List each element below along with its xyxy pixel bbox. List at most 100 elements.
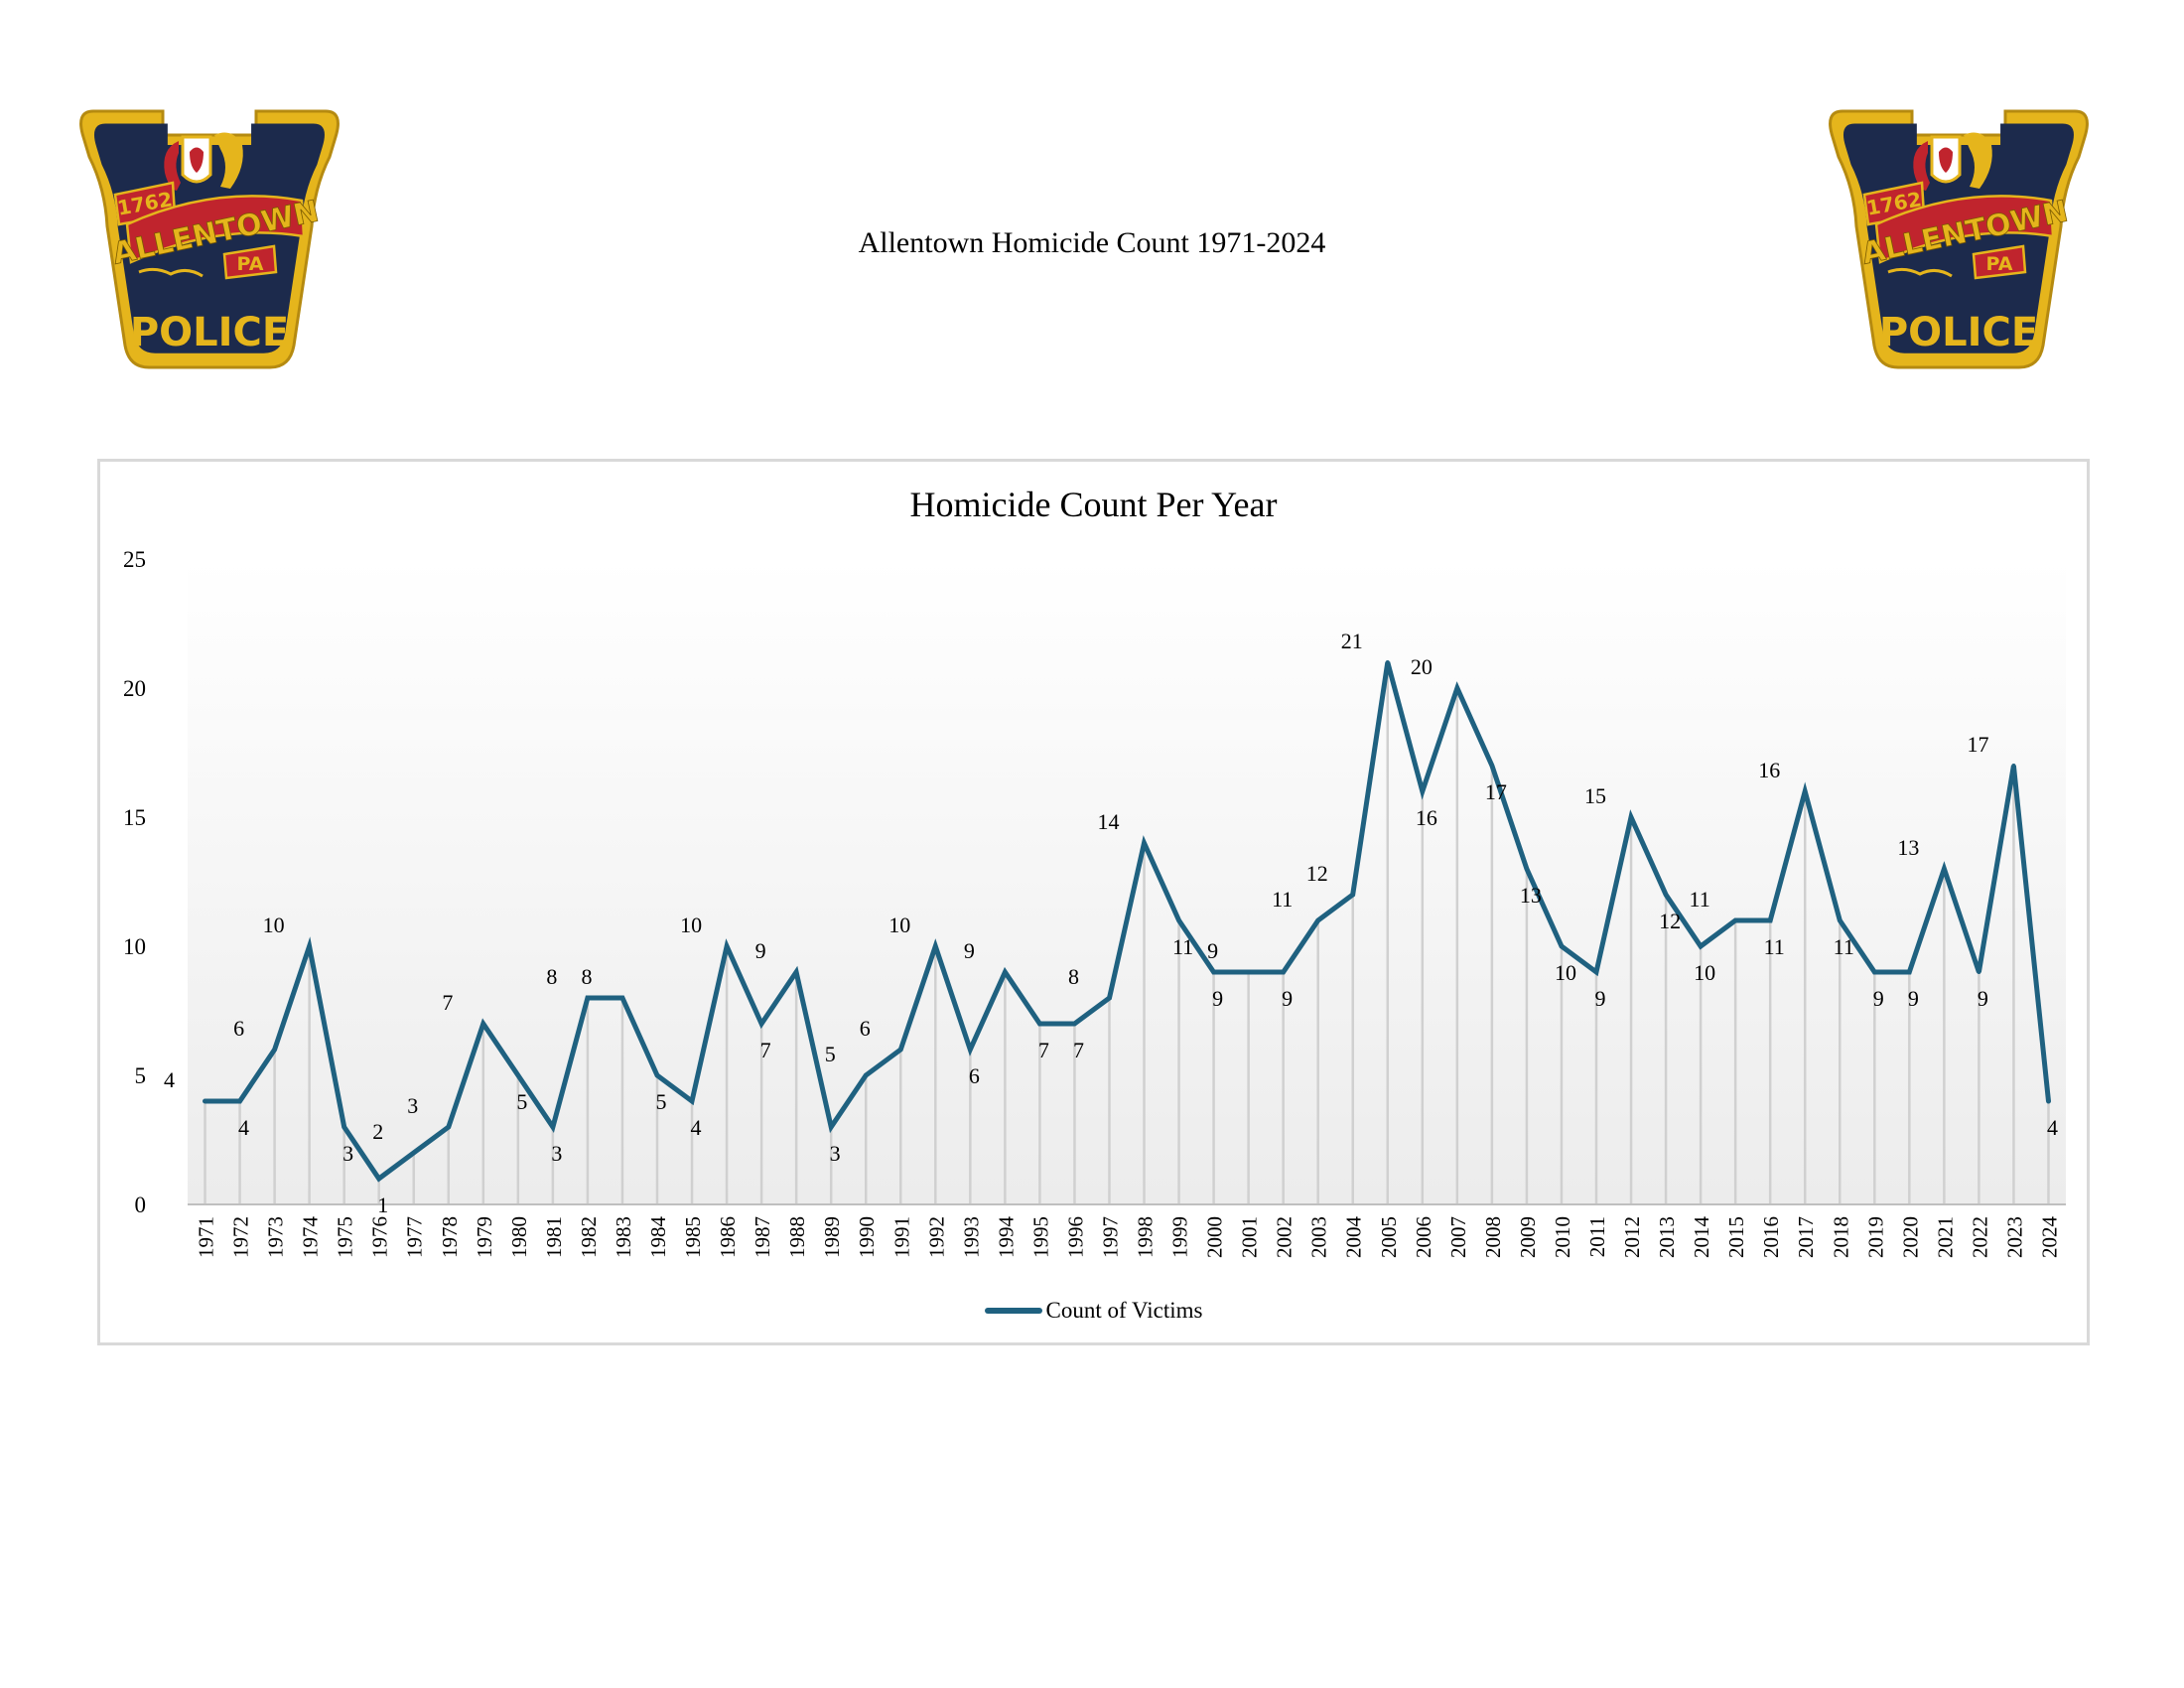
data-label: 4 <box>2047 1115 2058 1140</box>
data-label: 17 <box>1485 779 1507 804</box>
data-label: 12 <box>1659 909 1681 933</box>
data-point <box>794 970 799 974</box>
data-point <box>1420 789 1425 793</box>
data-label: 7 <box>1073 1038 1084 1062</box>
x-tick-label: 2023 <box>2002 1216 2026 1258</box>
data-label: 13 <box>1897 835 1919 860</box>
x-tick-label: 1980 <box>507 1216 531 1258</box>
legend-label-count-of-victims: Count of Victims <box>1045 1298 1203 1323</box>
document-title: Allentown Homicide Count 1971-2024 <box>858 226 1326 259</box>
data-label: 10 <box>888 913 910 937</box>
x-tick-label: 2009 <box>1516 1216 1540 1258</box>
allentown-police-badge-right: 1762 ALLENTOWN PA POLICE <box>1825 97 2093 380</box>
data-label: 17 <box>1967 732 1988 757</box>
data-point <box>1037 1022 1042 1026</box>
data-point <box>1699 944 1704 948</box>
data-point <box>933 944 938 948</box>
data-point <box>968 1048 973 1052</box>
data-point <box>446 1125 451 1129</box>
data-label: 3 <box>551 1141 562 1166</box>
data-point <box>341 1125 346 1129</box>
data-label: 4 <box>164 1067 175 1092</box>
x-tick-label: 1990 <box>855 1216 879 1258</box>
chart-title: Homicide Count Per Year <box>909 485 1278 524</box>
data-label: 6 <box>860 1016 871 1041</box>
x-tick-label: 2015 <box>1724 1216 1748 1258</box>
x-tick-label: 1989 <box>820 1216 844 1258</box>
data-label: 10 <box>1555 960 1576 985</box>
x-tick-label: 2011 <box>1585 1216 1609 1257</box>
data-point <box>272 1048 277 1052</box>
data-label: 9 <box>1873 986 1884 1011</box>
data-point <box>376 1177 381 1181</box>
x-tick-label: 1979 <box>473 1216 496 1258</box>
x-tick-label: 2024 <box>2037 1216 2061 1259</box>
data-point <box>655 1073 659 1077</box>
data-label: 6 <box>233 1016 244 1041</box>
data-label: 11 <box>1764 934 1785 959</box>
data-label: 5 <box>516 1089 527 1114</box>
y-tick-label: 0 <box>135 1193 147 1217</box>
data-point <box>759 1022 764 1026</box>
data-point <box>1281 970 1286 974</box>
data-label: 4 <box>238 1115 249 1140</box>
data-label: 10 <box>680 913 702 937</box>
x-tick-label: 1984 <box>646 1216 670 1259</box>
plot-background <box>188 559 2066 1204</box>
y-tick-label: 20 <box>123 676 146 701</box>
data-point <box>1524 867 1529 871</box>
y-tick-label: 5 <box>135 1063 147 1088</box>
data-point <box>1907 970 1912 974</box>
data-point <box>1246 970 1251 974</box>
x-tick-label: 2016 <box>1759 1216 1783 1258</box>
x-tick-label: 2004 <box>1342 1216 1366 1259</box>
data-label: 9 <box>755 938 766 963</box>
x-tick-label: 1973 <box>264 1216 288 1258</box>
data-label: 7 <box>442 990 453 1015</box>
data-label: 5 <box>656 1089 667 1114</box>
data-label: 10 <box>263 913 285 937</box>
data-point <box>307 944 312 948</box>
data-point <box>1629 815 1634 819</box>
data-label: 11 <box>1690 887 1710 912</box>
data-point <box>690 1099 695 1103</box>
data-label: 8 <box>546 964 557 989</box>
x-tick-label: 1992 <box>924 1216 948 1258</box>
x-tick-label: 1988 <box>785 1216 809 1258</box>
data-point <box>829 1125 834 1129</box>
data-label: 16 <box>1758 758 1780 782</box>
badge-state: PA <box>237 253 264 275</box>
data-point <box>585 996 590 1000</box>
x-tick-label: 2010 <box>1551 1216 1574 1258</box>
x-tick-label: 1996 <box>1063 1216 1087 1258</box>
chart-legend: Count of Victims <box>100 1298 2087 1324</box>
data-point <box>1664 893 1669 897</box>
data-point <box>1977 970 1981 974</box>
data-point <box>1733 918 1738 922</box>
data-point <box>619 996 624 1000</box>
data-label: 16 <box>1416 805 1437 830</box>
data-point <box>898 1048 903 1052</box>
data-label: 13 <box>1520 883 1542 908</box>
y-tick-label: 15 <box>123 805 146 830</box>
data-point <box>550 1125 555 1129</box>
data-label: 2 <box>372 1119 383 1144</box>
data-label: 21 <box>1341 629 1363 653</box>
x-tick-label: 2006 <box>1412 1216 1435 1258</box>
x-tick-label: 2014 <box>1690 1216 1713 1259</box>
data-point <box>480 1022 485 1026</box>
x-tick-label: 1983 <box>612 1216 635 1258</box>
x-tick-label: 2003 <box>1307 1216 1331 1258</box>
x-tick-label: 1982 <box>577 1216 601 1258</box>
x-tick-label: 1994 <box>994 1216 1018 1259</box>
x-tick-label: 1997 <box>1098 1216 1122 1258</box>
data-label: 9 <box>1978 986 1988 1011</box>
badge-agency: POLICE <box>1879 310 2038 355</box>
data-label: 7 <box>1038 1038 1049 1062</box>
data-label: 3 <box>407 1093 418 1118</box>
legend-swatch-count-of-victims <box>984 1308 1042 1314</box>
data-point <box>203 1099 207 1103</box>
data-point <box>1003 970 1008 974</box>
data-label: 8 <box>1068 964 1079 989</box>
